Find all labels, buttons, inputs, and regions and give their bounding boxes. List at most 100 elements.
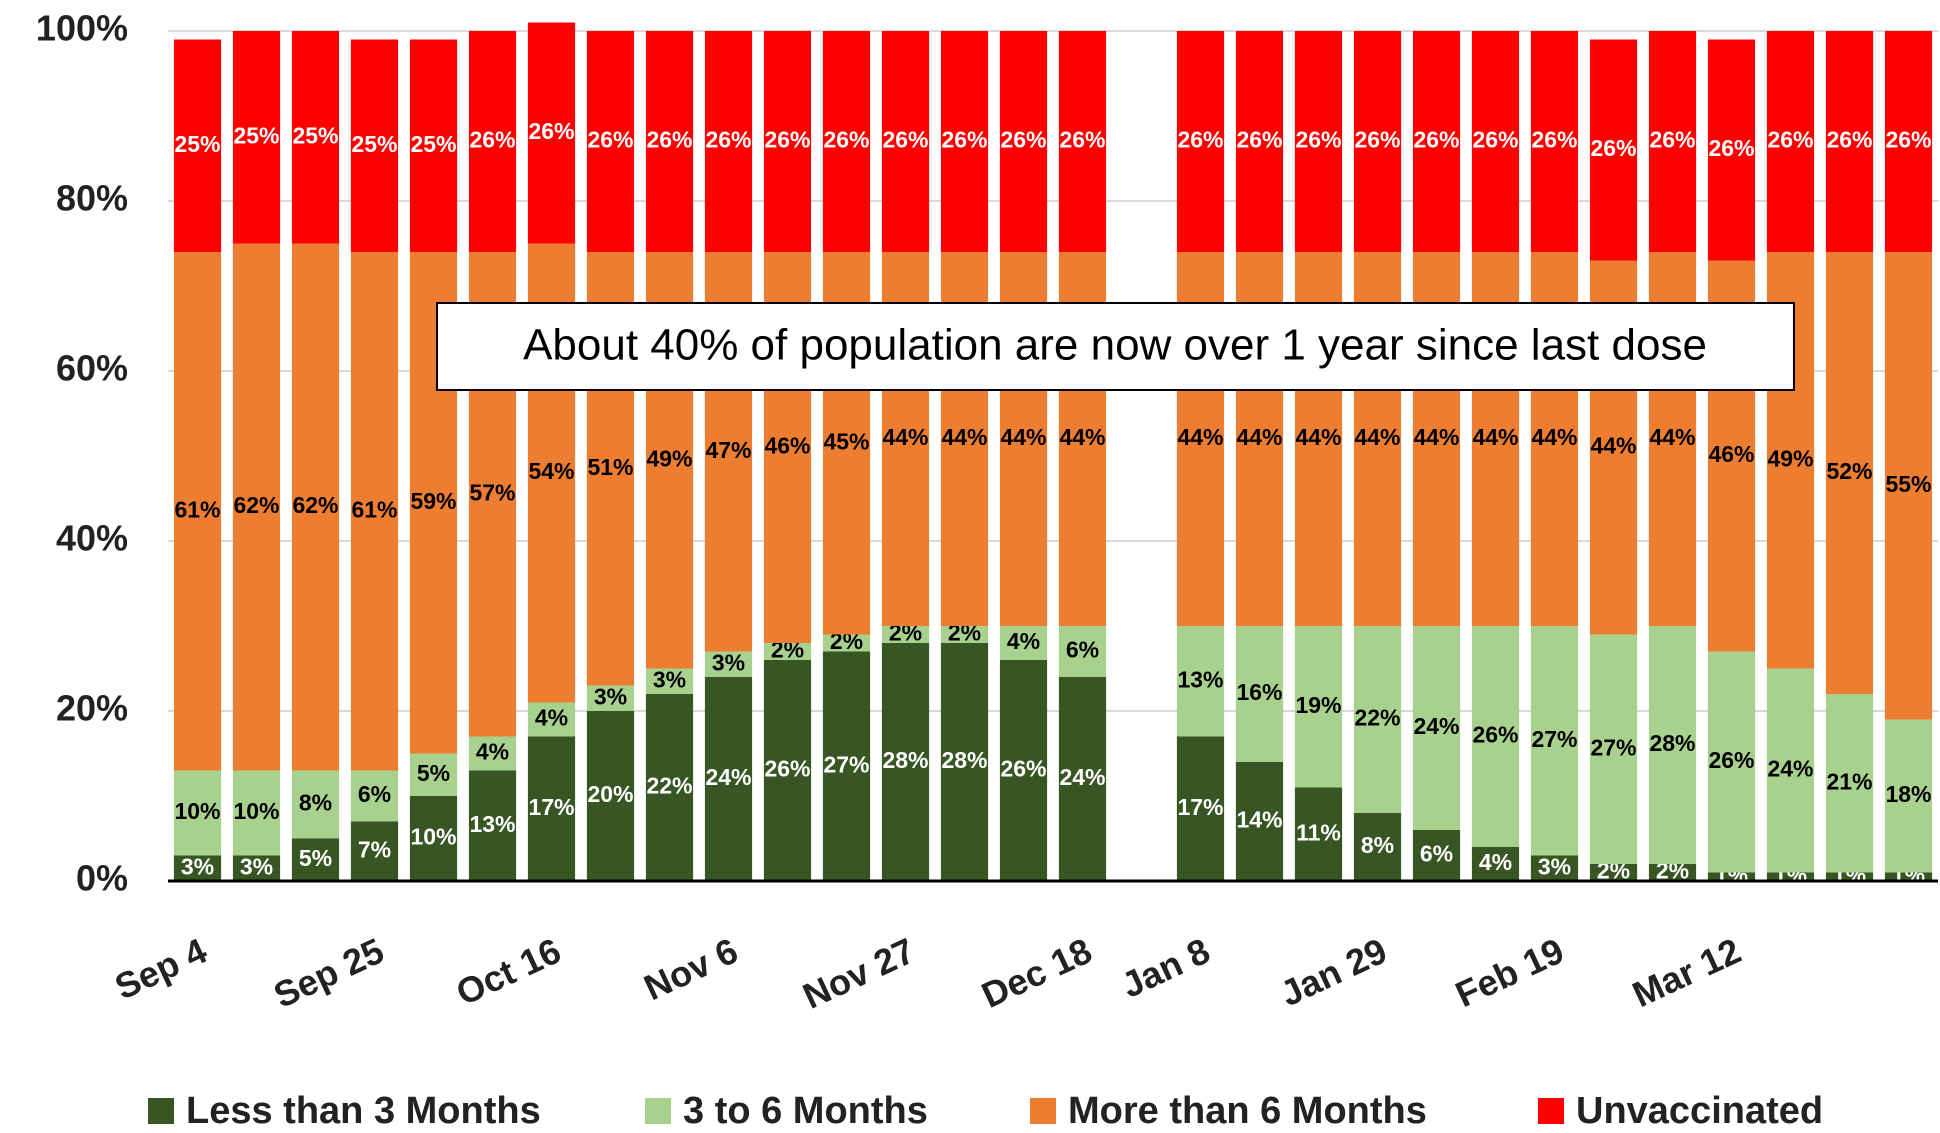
data-label: 27% bbox=[823, 751, 869, 777]
y-tick-label: 0% bbox=[76, 858, 128, 899]
x-tick-group: Nov 6 bbox=[638, 930, 744, 1009]
data-label: 44% bbox=[1413, 424, 1459, 450]
data-label: 21% bbox=[1826, 768, 1872, 794]
data-label: 26% bbox=[1354, 127, 1400, 153]
x-tick-group: Sep 4 bbox=[109, 930, 213, 1008]
data-label: 44% bbox=[1236, 424, 1282, 450]
legend-label: More than 6 Months bbox=[1068, 1090, 1427, 1132]
data-label: 44% bbox=[941, 424, 987, 450]
data-label: 44% bbox=[1531, 424, 1577, 450]
data-label: 44% bbox=[882, 424, 928, 450]
bar-segment bbox=[1412, 31, 1461, 252]
bar-segment bbox=[1825, 252, 1874, 694]
bar-segment bbox=[350, 39, 399, 252]
bar-segment bbox=[881, 626, 930, 643]
data-label: 8% bbox=[299, 790, 332, 816]
data-label: 24% bbox=[1059, 764, 1105, 790]
bar-segment bbox=[409, 753, 458, 796]
legend-label: Less than 3 Months bbox=[186, 1090, 541, 1132]
bar-segment bbox=[1176, 626, 1225, 737]
data-label: 26% bbox=[1000, 127, 1046, 153]
data-label: 26% bbox=[823, 127, 869, 153]
bar-segment bbox=[1766, 668, 1815, 873]
bar-segment bbox=[822, 634, 871, 652]
x-tick-label: Jan 29 bbox=[1274, 930, 1393, 1015]
data-label: 4% bbox=[1479, 849, 1512, 875]
bar-segment bbox=[173, 252, 222, 771]
data-label: 26% bbox=[1885, 127, 1931, 153]
x-tick-group: Sep 25 bbox=[267, 930, 390, 1016]
x-tick-label: Sep 4 bbox=[109, 930, 213, 1008]
bar-segment bbox=[527, 702, 576, 737]
data-label: 61% bbox=[351, 496, 397, 522]
data-label: 17% bbox=[1177, 794, 1223, 820]
data-label: 10% bbox=[233, 798, 279, 824]
data-label: 6% bbox=[1066, 637, 1099, 663]
data-label: 16% bbox=[1236, 679, 1282, 705]
bar-segment bbox=[232, 770, 281, 856]
data-label: 3% bbox=[712, 649, 745, 675]
x-tick-label: Feb 19 bbox=[1449, 930, 1570, 1015]
bar-segment bbox=[999, 660, 1048, 881]
x-tick-label: Nov 6 bbox=[638, 930, 744, 1009]
bar-segment bbox=[527, 22, 576, 244]
legend-label: 3 to 6 Months bbox=[683, 1090, 928, 1132]
data-label: 26% bbox=[1708, 747, 1754, 773]
bar-segment bbox=[1589, 39, 1638, 261]
data-label: 27% bbox=[1590, 734, 1636, 760]
bar-segment bbox=[940, 626, 989, 643]
data-label: 13% bbox=[1177, 666, 1223, 692]
bar-segment bbox=[704, 651, 753, 677]
y-tick-label: 100% bbox=[36, 8, 128, 49]
y-tick-label: 80% bbox=[56, 178, 128, 219]
bar-segment bbox=[1471, 847, 1520, 881]
x-tick-group: Oct 16 bbox=[450, 930, 567, 1014]
legend-swatch bbox=[148, 1098, 174, 1124]
bar-segment bbox=[1412, 830, 1461, 881]
bar-segment bbox=[1530, 31, 1579, 252]
data-label: 3% bbox=[653, 666, 686, 692]
bar-segment bbox=[232, 855, 281, 881]
data-label: 26% bbox=[1649, 127, 1695, 153]
bar-segment bbox=[1294, 787, 1343, 881]
bar-segment bbox=[822, 651, 871, 881]
bar-segment bbox=[645, 694, 694, 881]
data-label: 6% bbox=[1420, 841, 1453, 867]
data-label: 14% bbox=[1236, 807, 1282, 833]
data-label: 47% bbox=[705, 437, 751, 463]
bar-segment bbox=[999, 31, 1048, 252]
data-label: 62% bbox=[292, 492, 338, 518]
data-label: 26% bbox=[1236, 127, 1282, 153]
bar-segment bbox=[1471, 626, 1520, 847]
bar-segment bbox=[645, 668, 694, 694]
bar-segment bbox=[1471, 31, 1520, 252]
data-label: 24% bbox=[705, 764, 751, 790]
bar-segment bbox=[1884, 31, 1933, 252]
x-tick-group: Jan 8 bbox=[1115, 930, 1216, 1006]
legend-label: Unvaccinated bbox=[1576, 1090, 1823, 1132]
data-label: 26% bbox=[1826, 127, 1872, 153]
data-label: 28% bbox=[1649, 730, 1695, 756]
annotation: About 40% of population are now over 1 y… bbox=[523, 321, 1707, 370]
bar-segment bbox=[1825, 872, 1874, 881]
bar-segment bbox=[173, 855, 222, 881]
annotation-box bbox=[436, 302, 1795, 391]
data-label: 24% bbox=[1767, 756, 1813, 782]
data-label: 13% bbox=[469, 811, 515, 837]
data-label: 26% bbox=[1590, 135, 1636, 161]
x-tick-label: Jan 8 bbox=[1115, 930, 1216, 1006]
bar-segment bbox=[350, 770, 399, 822]
data-label: 11% bbox=[1296, 819, 1341, 845]
bar-segment bbox=[940, 643, 989, 881]
y-tick-label: 40% bbox=[56, 518, 128, 559]
data-label: 57% bbox=[469, 479, 515, 505]
bar-segment bbox=[763, 643, 812, 660]
data-label: 46% bbox=[1708, 441, 1754, 467]
bar-segment bbox=[1648, 626, 1697, 864]
bar-segment bbox=[1707, 39, 1756, 261]
data-label: 28% bbox=[882, 747, 928, 773]
bar-segment bbox=[1294, 31, 1343, 252]
bar-segment bbox=[704, 31, 753, 252]
bar-segment bbox=[1353, 626, 1402, 813]
